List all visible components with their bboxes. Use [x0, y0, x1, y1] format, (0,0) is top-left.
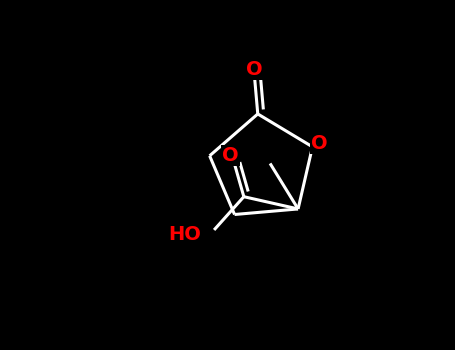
Text: O: O — [246, 60, 262, 79]
Text: O: O — [222, 146, 239, 165]
Text: O: O — [311, 134, 328, 153]
Text: HO: HO — [168, 225, 201, 244]
